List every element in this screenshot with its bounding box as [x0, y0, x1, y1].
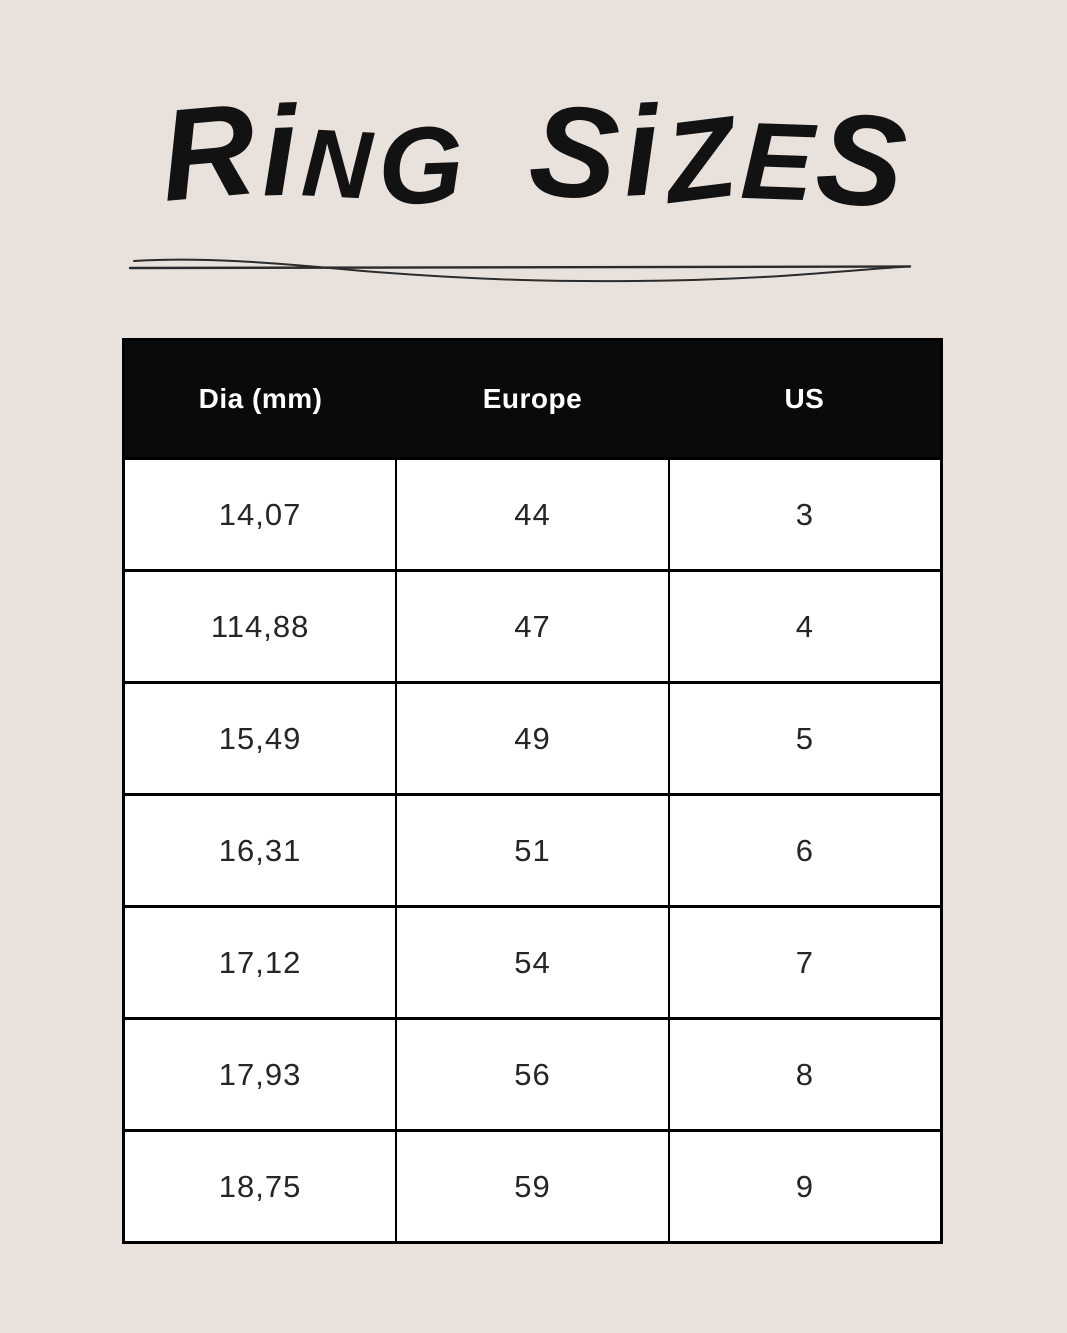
title-letter: S — [523, 74, 625, 230]
table-row: 14,07 44 3 — [122, 457, 943, 572]
table-cell: 59 — [395, 1129, 670, 1244]
table-cell: 4 — [667, 569, 943, 684]
table-cell: 49 — [395, 681, 670, 796]
table-row: 17,93 56 8 — [122, 1017, 943, 1132]
column-header-dia: Dia (mm) — [123, 339, 397, 459]
title-letter: E — [738, 99, 816, 225]
table-cell: 54 — [395, 905, 670, 1020]
title-letter: N — [299, 109, 375, 220]
table-cell: 16,31 — [122, 793, 398, 908]
title-letter: i — [258, 79, 299, 223]
title-word: SiZES — [523, 74, 914, 238]
table-cell: 9 — [667, 1129, 943, 1244]
table-cell: 8 — [667, 1017, 943, 1132]
table-cell: 5 — [667, 681, 943, 796]
table-cell: 17,12 — [122, 905, 398, 1020]
table-cell: 15,49 — [122, 681, 398, 796]
title-underline-squiggle — [128, 248, 918, 292]
column-header-us: US — [668, 339, 942, 459]
table-header-row: Dia (mm) Europe US — [123, 339, 942, 459]
table-row: 17,12 54 7 — [122, 905, 943, 1020]
title-letter: R — [154, 75, 261, 229]
table-row: 15,49 49 5 — [122, 681, 943, 796]
title-letter: G — [375, 103, 465, 229]
table-cell: 47 — [395, 569, 670, 684]
table-cell: 14,07 — [122, 457, 398, 572]
table-cell: 114,88 — [122, 569, 398, 684]
title-letter: Z — [657, 92, 743, 228]
ring-size-table: Dia (mm) Europe US 14,07 44 3 114,88 47 … — [122, 338, 943, 1244]
page-title: RiNG SiZES — [0, 74, 1067, 238]
column-header-europe: Europe — [396, 339, 669, 459]
table-cell: 51 — [395, 793, 670, 908]
table-row: 18,75 59 9 — [122, 1129, 943, 1244]
table-cell: 44 — [395, 457, 670, 572]
title-letter: S — [809, 82, 914, 238]
table-row: 114,88 47 4 — [122, 569, 943, 684]
table-cell: 18,75 — [122, 1129, 398, 1244]
title-word: RiNG — [155, 74, 466, 230]
table-cell: 56 — [395, 1017, 670, 1132]
table-row: 16,31 51 6 — [122, 793, 943, 908]
table-cell: 17,93 — [122, 1017, 398, 1132]
title-letter: i — [619, 79, 663, 223]
table-cell: 7 — [667, 905, 943, 1020]
table-cell: 3 — [667, 457, 943, 572]
table-cell: 6 — [667, 793, 943, 908]
